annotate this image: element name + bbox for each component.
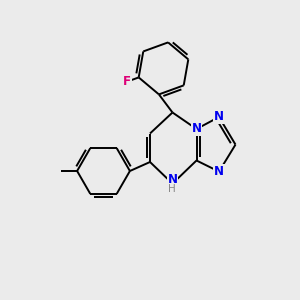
Text: H: H: [168, 184, 176, 194]
Text: N: N: [191, 122, 202, 136]
Text: N: N: [214, 110, 224, 124]
Text: F: F: [123, 75, 131, 88]
Text: N: N: [214, 165, 224, 178]
Text: N: N: [167, 172, 178, 186]
